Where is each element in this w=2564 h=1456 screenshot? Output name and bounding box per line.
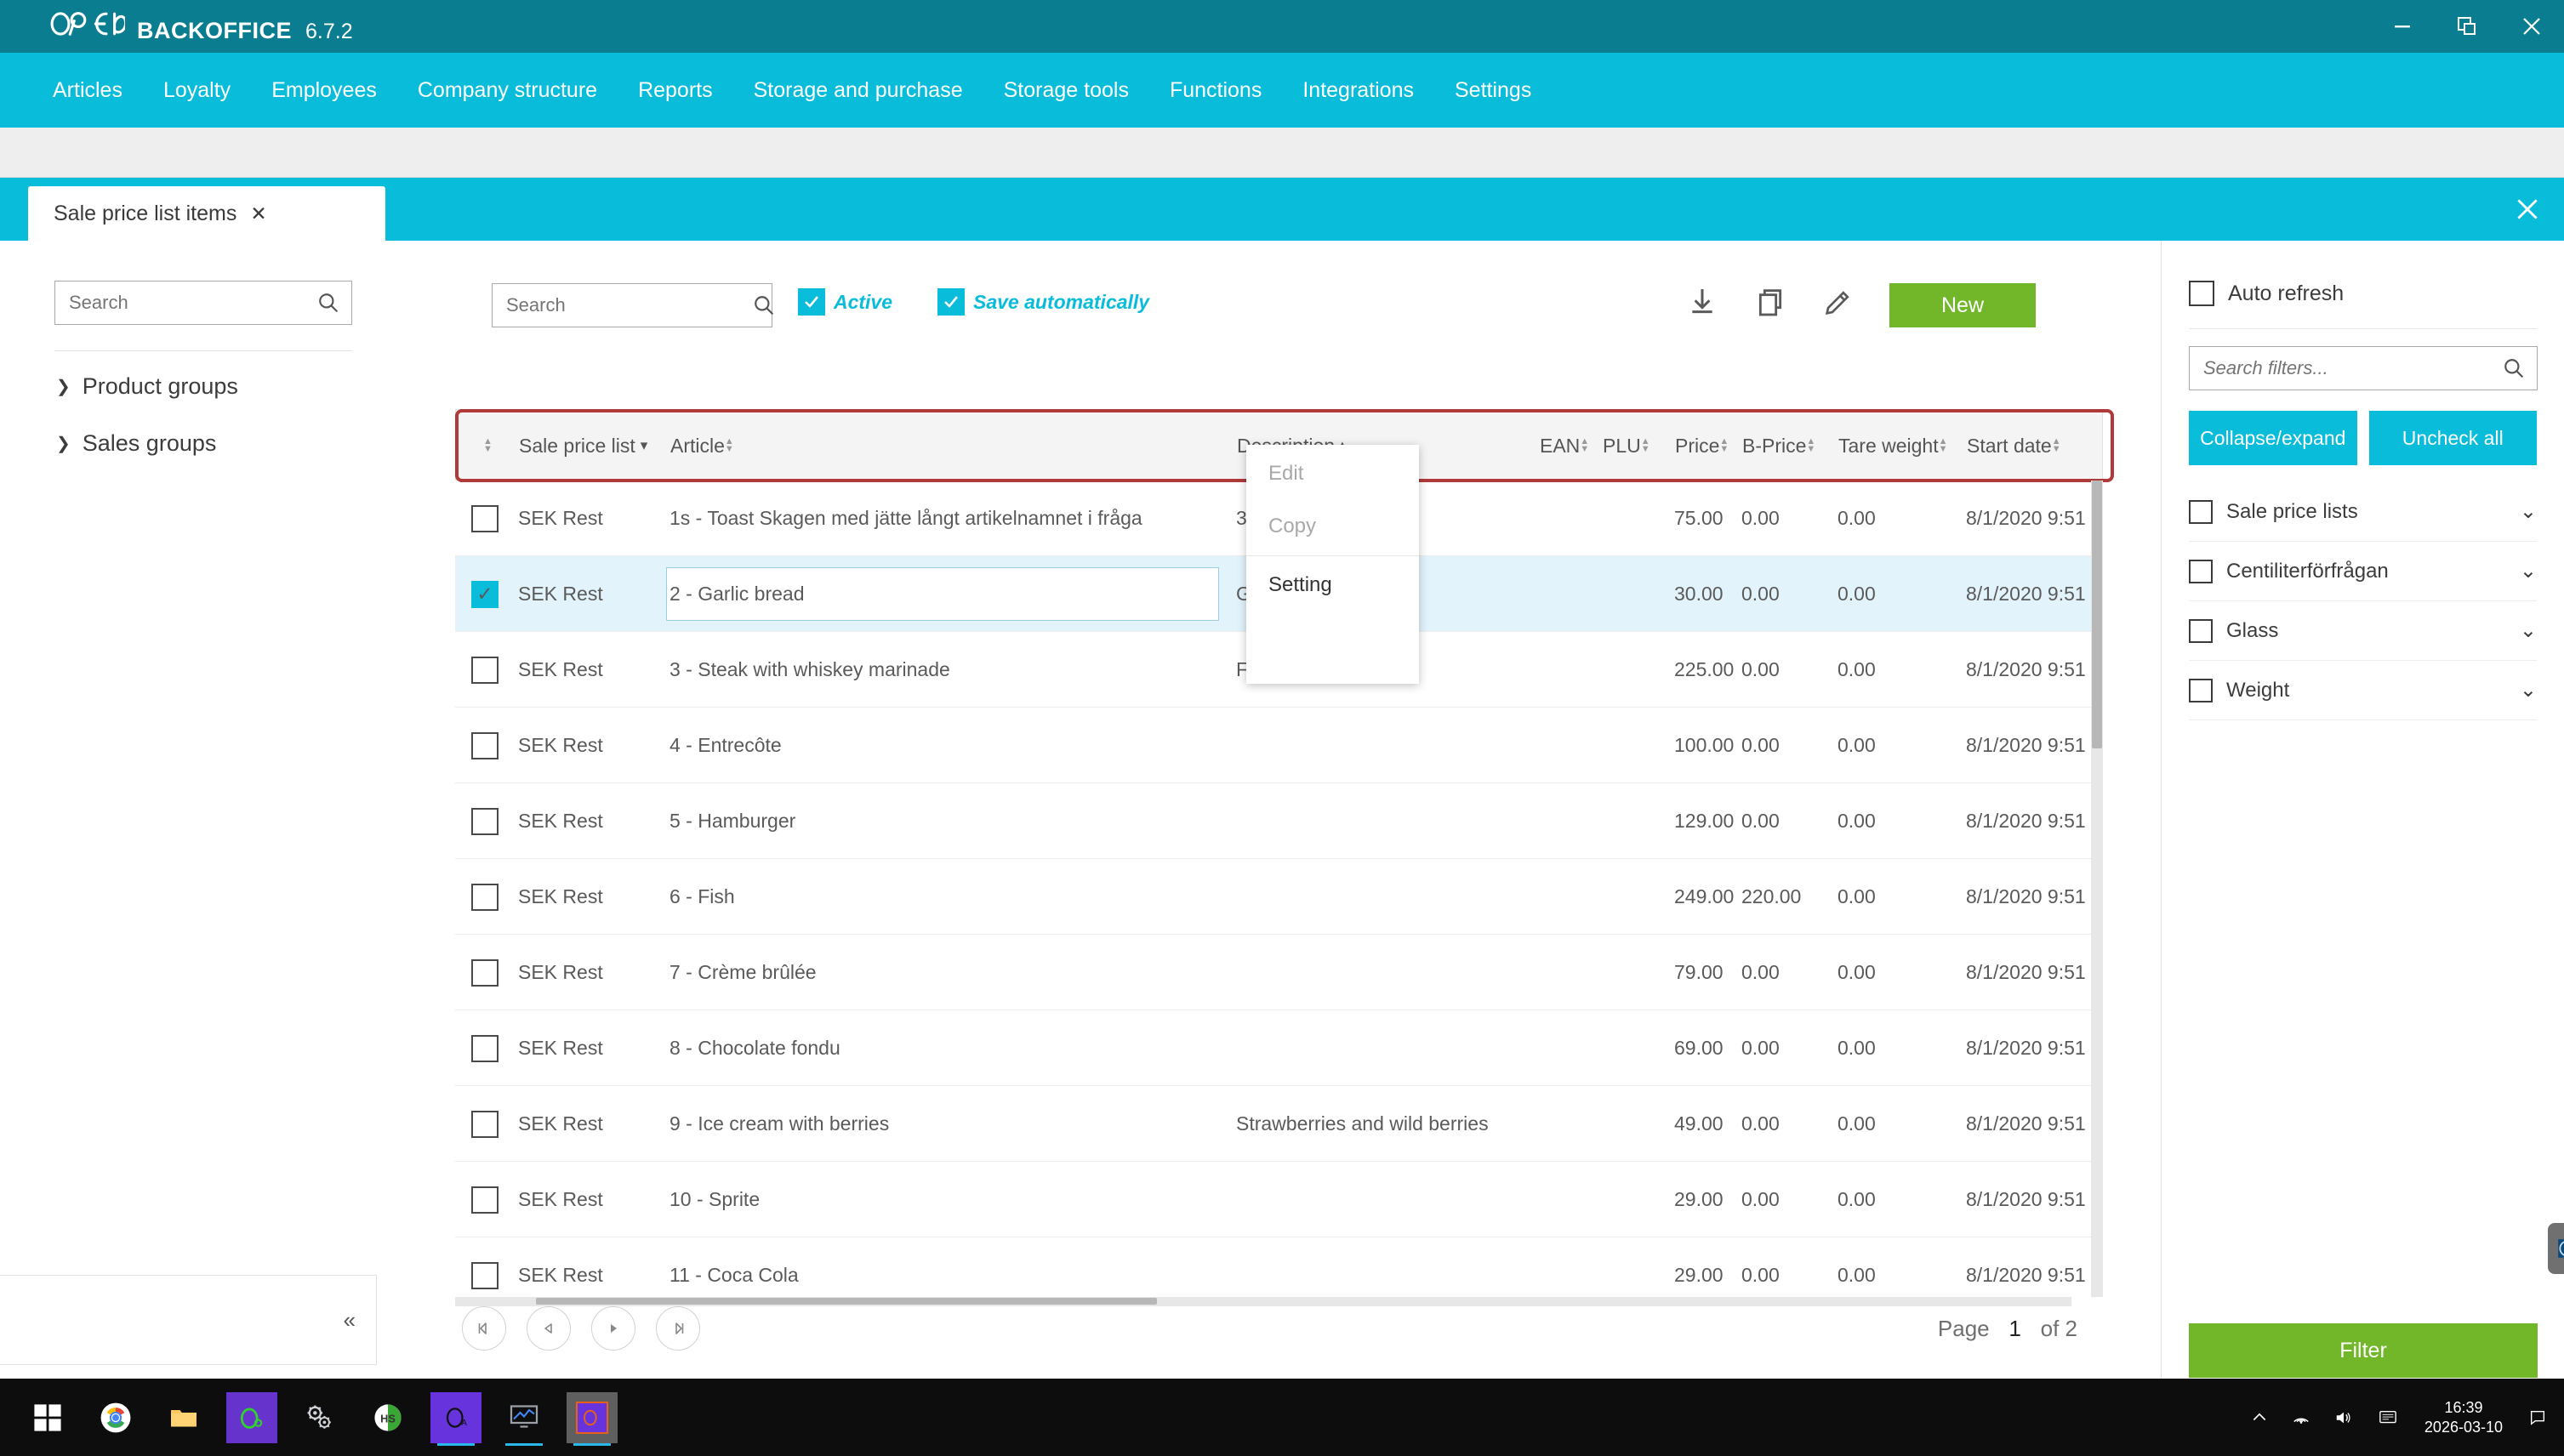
svg-text:HS: HS [380, 1412, 396, 1425]
svg-text:A: A [461, 1418, 467, 1427]
